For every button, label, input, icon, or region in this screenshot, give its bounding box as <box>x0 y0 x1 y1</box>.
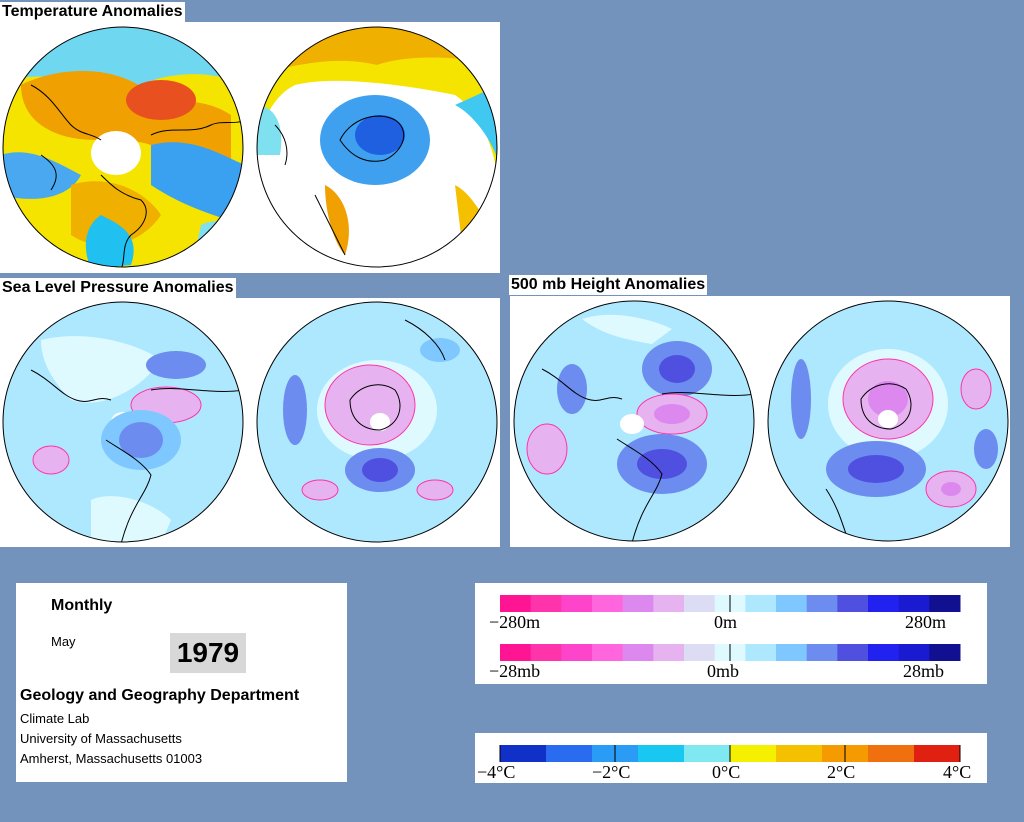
pressure-scale-swatch <box>530 644 562 661</box>
pressure-scale-swatch <box>929 644 961 661</box>
pressure-scale-swatch <box>837 644 869 661</box>
temperature-panel <box>0 22 500 273</box>
height-panel <box>510 296 1010 547</box>
height-scale-swatch <box>929 595 961 612</box>
university-label: University of Massachusetts <box>20 731 182 746</box>
temp-label-1: −2°C <box>592 762 630 782</box>
height-scale-swatch <box>561 595 593 612</box>
period-label: Monthly <box>51 597 113 614</box>
height-scale-swatch <box>806 595 838 612</box>
month-label: May <box>51 634 76 649</box>
temp-label-3: 2°C <box>827 762 855 782</box>
pressure-scale-swatch <box>622 644 654 661</box>
info-box: Monthly May 1979 Geology and Geography D… <box>16 583 347 782</box>
height-scale-swatch <box>622 595 654 612</box>
height-scale-swatch <box>592 595 624 612</box>
pressure-scale-swatch <box>745 644 777 661</box>
temperature-scale-swatch <box>500 745 547 762</box>
slp-panel <box>0 298 500 547</box>
temperature-scale-swatch <box>868 745 915 762</box>
temperature-scale-swatch <box>546 745 593 762</box>
height-scale-swatch <box>653 595 685 612</box>
lab-label: Climate Lab <box>20 711 90 726</box>
height-scale-swatch <box>837 595 869 612</box>
pressure-scale-swatch <box>898 644 930 661</box>
pressure-scale-swatch <box>561 644 593 661</box>
height-scale-swatch <box>776 595 808 612</box>
temp-label-0: −4°C <box>477 762 515 782</box>
height-nh-globe <box>513 300 755 542</box>
slp-nh-globe <box>2 301 244 543</box>
temperature-scale-swatch <box>914 745 961 762</box>
year-label: 1979 <box>170 633 246 673</box>
height-color-scale <box>500 595 961 612</box>
temperature-color-scale <box>499 745 961 762</box>
pressure-color-scale <box>500 644 961 661</box>
temperature-scale-swatch <box>730 745 777 762</box>
height-scale-swatch <box>684 595 716 612</box>
temperature-title: Temperature Anomalies <box>0 2 185 22</box>
pressure-scale-swatch <box>776 644 808 661</box>
temperature-legend: −4°C −2°C 0°C 2°C 4°C <box>475 733 987 783</box>
pressure-scale-swatch <box>868 644 900 661</box>
height-scale-swatch <box>530 595 562 612</box>
height-min-label: −280m <box>489 612 540 632</box>
pressure-scale-swatch <box>806 644 838 661</box>
pressure-scale-swatch <box>500 644 532 661</box>
slp-title: Sea Level Pressure Anomalies <box>0 278 236 298</box>
temperature-nh-globe <box>2 26 244 268</box>
pressure-scale-swatch <box>684 644 716 661</box>
height-title: 500 mb Height Anomalies <box>509 275 708 295</box>
temperature-scale-swatch <box>776 745 823 762</box>
height-mid-label: 0m <box>714 612 737 632</box>
temp-label-2: 0°C <box>712 762 740 782</box>
temperature-scale-swatch <box>638 745 685 762</box>
pressure-mid-label: 0mb <box>707 661 739 681</box>
height-sh-globe <box>767 300 1009 542</box>
height-scale-swatch <box>745 595 777 612</box>
slp-sh-globe <box>256 301 498 543</box>
pressure-min-label: −28mb <box>489 661 540 681</box>
height-max-label: 280m <box>905 612 946 632</box>
height-scale-swatch <box>898 595 930 612</box>
height-scale-swatch <box>500 595 532 612</box>
address-label: Amherst, Massachusetts 01003 <box>20 751 203 766</box>
anomaly-legend: −280m 0m 280m −28mb 0mb 28mb <box>475 583 987 684</box>
temperature-sh-globe <box>256 26 498 268</box>
temperature-scale-swatch <box>684 745 731 762</box>
temp-label-4: 4°C <box>943 762 971 782</box>
pressure-scale-swatch <box>653 644 685 661</box>
pressure-max-label: 28mb <box>903 661 944 681</box>
pressure-scale-swatch <box>592 644 624 661</box>
height-scale-swatch <box>868 595 900 612</box>
department-label: Geology and Geography Department <box>20 687 300 704</box>
